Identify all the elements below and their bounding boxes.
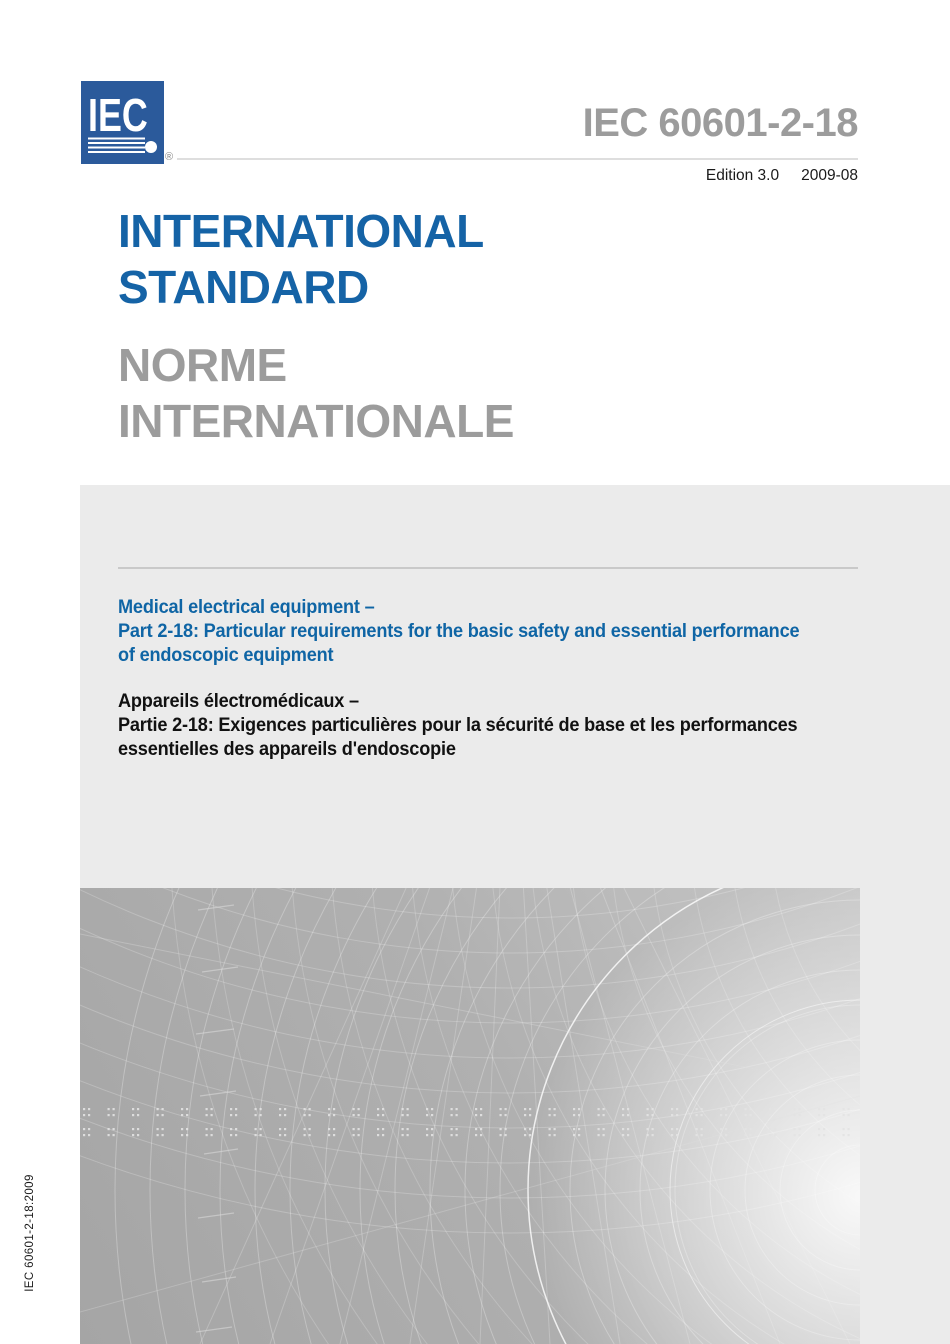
tick-dashes <box>195 904 239 1333</box>
edition-label: Edition 3.0 <box>705 167 780 184</box>
edition-line: Edition 3.0 2009-08 <box>458 167 858 185</box>
title-fr-line2: Partie 2-18: Exigences particulières pou… <box>118 714 798 736</box>
heading-en-line1: INTERNATIONAL <box>118 205 484 257</box>
heading-en-line2: STANDARD <box>118 261 369 313</box>
iec-logo-dot <box>145 141 157 153</box>
heading-norme-internationale: NORME INTERNATIONALE <box>118 337 514 449</box>
title-en-line1: Medical electrical equipment – <box>118 596 375 618</box>
title-french: Appareils électromédicaux – Partie 2-18:… <box>118 689 871 761</box>
svg-text:IEC: IEC <box>88 90 148 141</box>
title-en-line3: of endoscopic equipment <box>118 644 334 666</box>
title-fr-line1: Appareils électromédicaux – <box>118 690 359 712</box>
fan-lines <box>199 888 851 1344</box>
iec-logo-letters: IEC <box>88 90 148 141</box>
header-divider <box>177 158 858 160</box>
publication-date: 2009-08 <box>801 167 858 184</box>
title-en-line2: Part 2-18: Particular requirements for t… <box>118 620 800 642</box>
iec-logo-lines <box>88 137 157 153</box>
title-fr-line3: essentielles des appareils d'endoscopie <box>118 738 456 760</box>
heading-international-standard: INTERNATIONAL STANDARD <box>118 203 484 315</box>
sidebar-reference: IEC 60601-2-18:2009 <box>24 1174 36 1292</box>
title-english: Medical electrical equipment – Part 2-18… <box>118 595 871 667</box>
heading-fr-line2: INTERNATIONALE <box>118 395 514 447</box>
iec-logo: IEC <box>81 81 164 164</box>
arc-family-a <box>114 888 860 1344</box>
cover-art-image <box>80 888 860 1344</box>
dot-rows <box>80 1106 860 1148</box>
heading-fr-line1: NORME <box>118 339 287 391</box>
document-reference: IEC 60601-2-18 <box>582 101 859 145</box>
registered-trademark-icon: ® <box>165 151 174 163</box>
band-divider <box>118 567 858 569</box>
